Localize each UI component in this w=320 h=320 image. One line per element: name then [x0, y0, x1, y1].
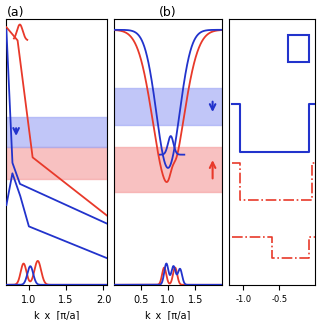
X-axis label: k_x  [π/a]: k_x [π/a]	[145, 310, 191, 320]
Bar	[114, 147, 222, 192]
Text: (a): (a)	[6, 6, 24, 19]
Bar	[288, 35, 309, 62]
Bar	[6, 117, 107, 147]
X-axis label: k_x  [π/a]: k_x [π/a]	[34, 310, 79, 320]
Title: (b): (b)	[159, 6, 177, 19]
Bar	[6, 147, 107, 179]
Bar	[114, 88, 222, 125]
